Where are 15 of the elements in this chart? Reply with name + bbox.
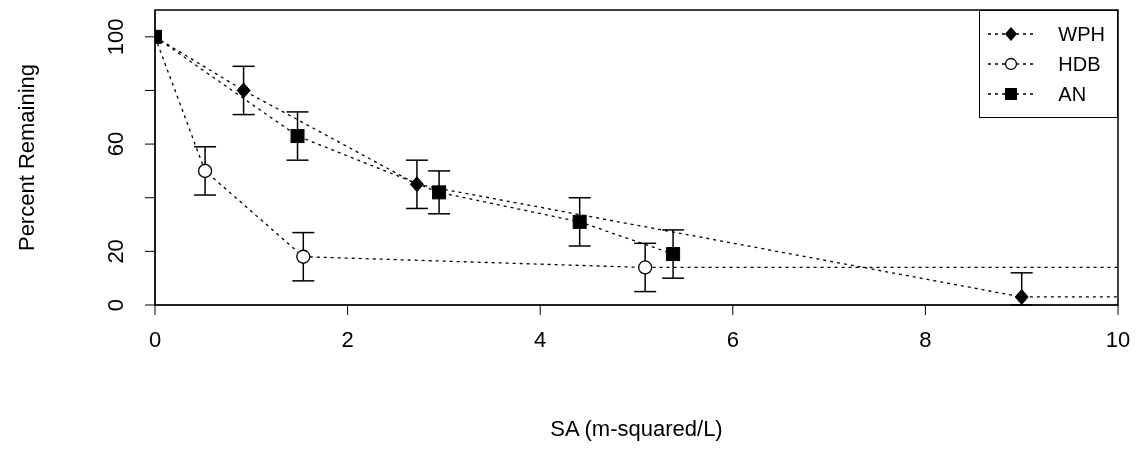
x-axis-title: SA (m-squared/L) <box>550 416 723 441</box>
legend-label: AN <box>1058 82 1087 106</box>
y-tick-label: 0 <box>103 298 128 312</box>
legend-label: HDB <box>1058 52 1101 76</box>
x-tick-label: 10 <box>1105 327 1131 352</box>
legend-label: WPH <box>1058 22 1105 46</box>
x-tick-label: 8 <box>919 327 932 352</box>
x-tick-label: 2 <box>341 327 354 352</box>
y-tick-label: 100 <box>103 18 128 56</box>
y-tick-label: 60 <box>103 131 128 157</box>
x-tick-label: 6 <box>726 327 739 352</box>
x-tick-label: 4 <box>534 327 547 352</box>
y-tick-label: 20 <box>103 239 128 264</box>
y-axis-title: Percent Remaining <box>13 63 39 252</box>
x-tick-label: 0 <box>148 327 162 352</box>
